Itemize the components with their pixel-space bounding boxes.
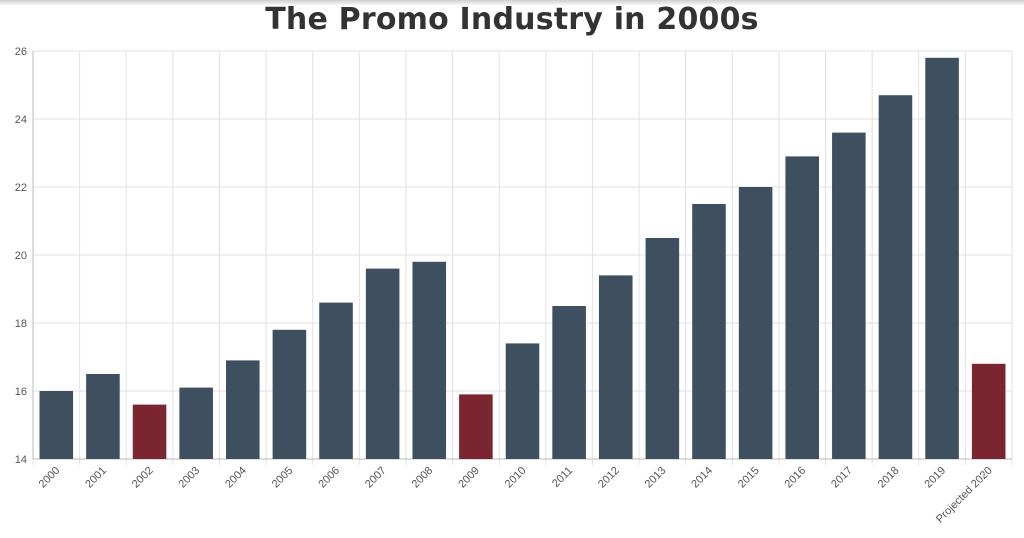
bar-2016: [785, 156, 819, 459]
x-tick-label: 2010: [503, 465, 529, 491]
bar-2008: [412, 261, 447, 459]
bar-2011: [552, 306, 586, 459]
x-tick-label: 2009: [456, 465, 482, 491]
x-tick-label: 2008: [410, 465, 436, 491]
x-tick-label: 2007: [363, 465, 389, 491]
y-tick-label: 18: [15, 318, 27, 330]
bar-2010: [505, 343, 540, 459]
y-tick-label: 20: [15, 250, 27, 262]
chart-title: The Promo Industry in 2000s: [265, 2, 759, 37]
x-tick-label: 2013: [643, 465, 669, 491]
bar-2012: [598, 275, 633, 459]
bar-2006: [319, 302, 353, 459]
y-tick-label: 16: [15, 386, 27, 398]
x-tick-label: 2017: [829, 465, 855, 491]
bar-2005: [272, 329, 307, 459]
x-tick-labels: 2000 2001 2002 2003 2004 2005 2006 2007 2008 2009…: [37, 465, 995, 526]
x-tick-label: 2000: [37, 465, 63, 491]
x-tick-label: 2006: [316, 465, 342, 491]
x-tick-label: 2012: [596, 465, 622, 491]
bar-2014: [692, 204, 726, 459]
bar-2018: [878, 95, 913, 459]
x-tick-label: 2005: [270, 465, 296, 491]
x-tick-label: 2014: [689, 465, 715, 491]
bar-2007: [365, 268, 400, 459]
bar-2002: [132, 404, 167, 459]
bar-2000: [39, 391, 74, 459]
y-tick-label: 14: [15, 454, 27, 466]
x-tick-label: 2015: [736, 465, 762, 491]
bar-projected-2020: [971, 363, 1006, 459]
x-tick-label: 2004: [223, 465, 249, 491]
bar-2015: [738, 187, 773, 459]
x-tick-label: 2016: [783, 465, 809, 491]
x-tick-label: 2011: [550, 465, 575, 490]
y-tick-label: 26: [15, 46, 27, 58]
bar-2019: [925, 57, 959, 460]
bars: [39, 57, 1006, 460]
bar-2013: [645, 238, 680, 459]
x-tick-label: 2002: [130, 465, 156, 491]
bar-2017: [832, 132, 866, 459]
top-shadow: [0, 0, 1024, 6]
y-tick-label: 24: [15, 114, 27, 126]
x-tick-label: 2018: [876, 465, 902, 491]
x-tick-label: 2003: [176, 465, 202, 491]
x-tick-label: 2019: [922, 465, 948, 491]
y-tick-label: 22: [15, 182, 27, 194]
bar-2003: [179, 387, 213, 459]
bar-2001: [86, 374, 120, 459]
x-tick-label: 2001: [83, 465, 109, 491]
y-tick-labels: 14 16 18 20 22 24 26: [15, 46, 27, 466]
bar-2004: [226, 360, 260, 459]
bar-2009: [459, 394, 493, 459]
